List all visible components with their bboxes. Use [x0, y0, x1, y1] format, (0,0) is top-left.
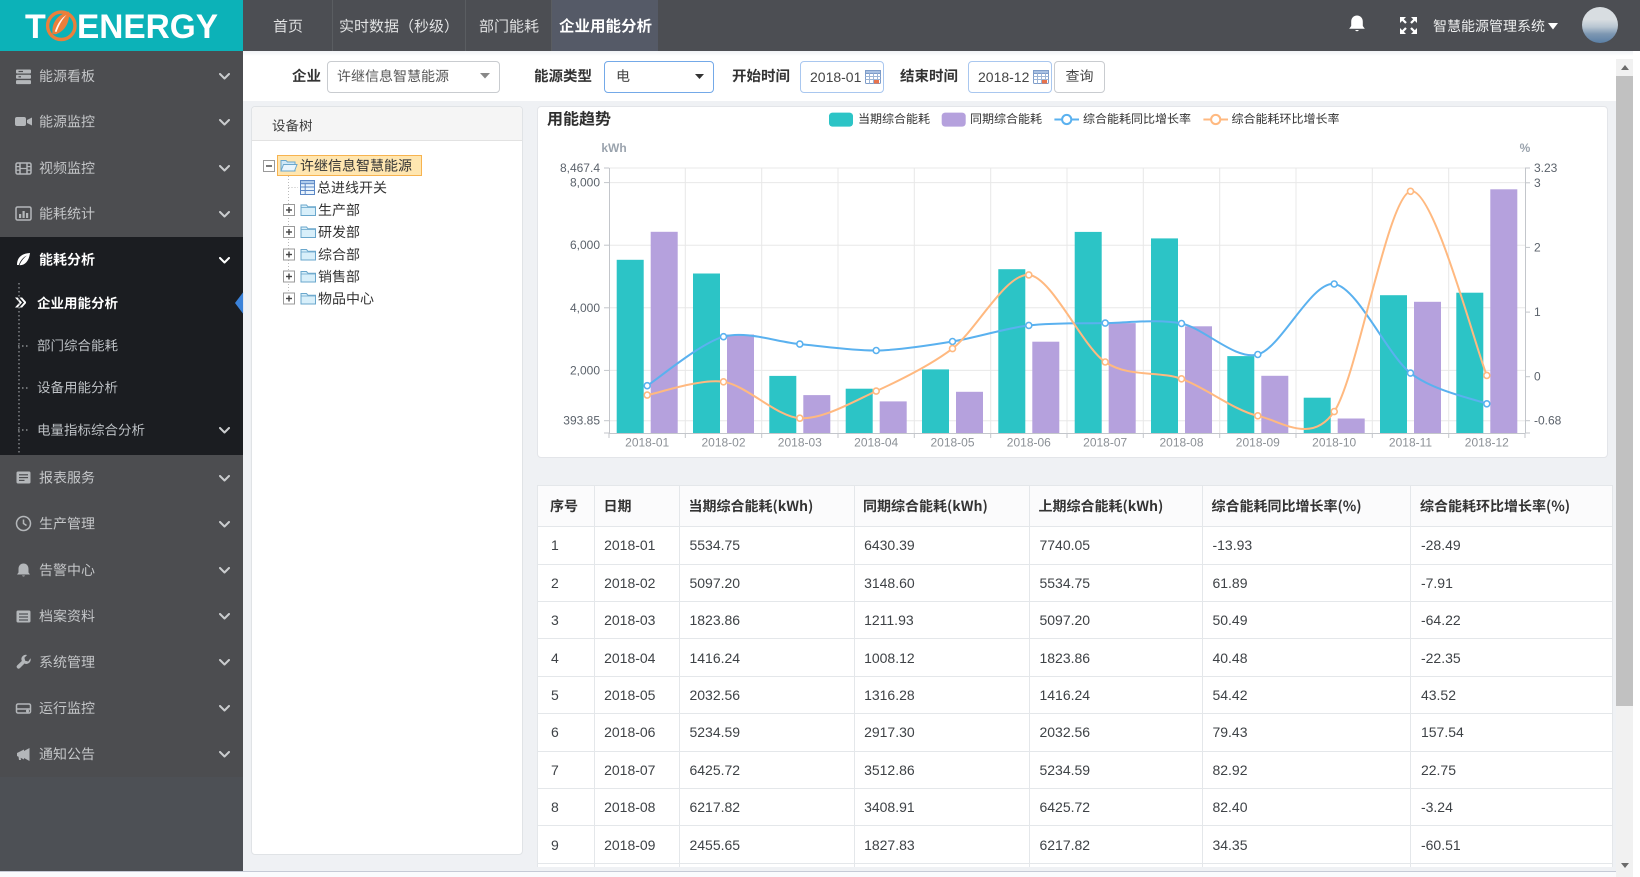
svg-text:-0.68: -0.68 [1534, 414, 1562, 428]
svg-text:3: 3 [1534, 176, 1541, 190]
svg-text:2018-07: 2018-07 [1083, 436, 1127, 450]
svg-text:2018-11: 2018-11 [1389, 436, 1432, 450]
svg-text:2018-08: 2018-08 [1159, 436, 1203, 450]
svg-text:kWh: kWh [601, 141, 626, 155]
svg-text:T: T [25, 8, 46, 46]
svg-text:2,000: 2,000 [570, 363, 600, 377]
svg-text:ENERGY: ENERGY [77, 8, 218, 46]
svg-text:2018-04: 2018-04 [854, 436, 898, 450]
svg-text:2018-10: 2018-10 [1312, 436, 1356, 450]
svg-text:2018-12: 2018-12 [1465, 436, 1509, 450]
svg-text:6,000: 6,000 [570, 238, 600, 252]
svg-text:0: 0 [1534, 370, 1541, 384]
svg-text:2018-09: 2018-09 [1236, 436, 1280, 450]
svg-text:4,000: 4,000 [570, 301, 600, 315]
svg-text:2018-06: 2018-06 [1007, 436, 1051, 450]
svg-text:393.85: 393.85 [563, 414, 600, 428]
svg-text:2018-05: 2018-05 [930, 436, 974, 450]
svg-text:2018-03: 2018-03 [778, 436, 822, 450]
svg-text:%: % [1520, 141, 1531, 155]
svg-text:2018-01: 2018-01 [625, 436, 669, 450]
svg-text:1: 1 [1534, 305, 1541, 319]
svg-text:8,467.4: 8,467.4 [560, 161, 600, 175]
svg-text:8,000: 8,000 [570, 176, 600, 190]
svg-text:2: 2 [1534, 240, 1541, 254]
svg-text:2018-02: 2018-02 [701, 436, 745, 450]
svg-text:3.23: 3.23 [1534, 161, 1558, 175]
